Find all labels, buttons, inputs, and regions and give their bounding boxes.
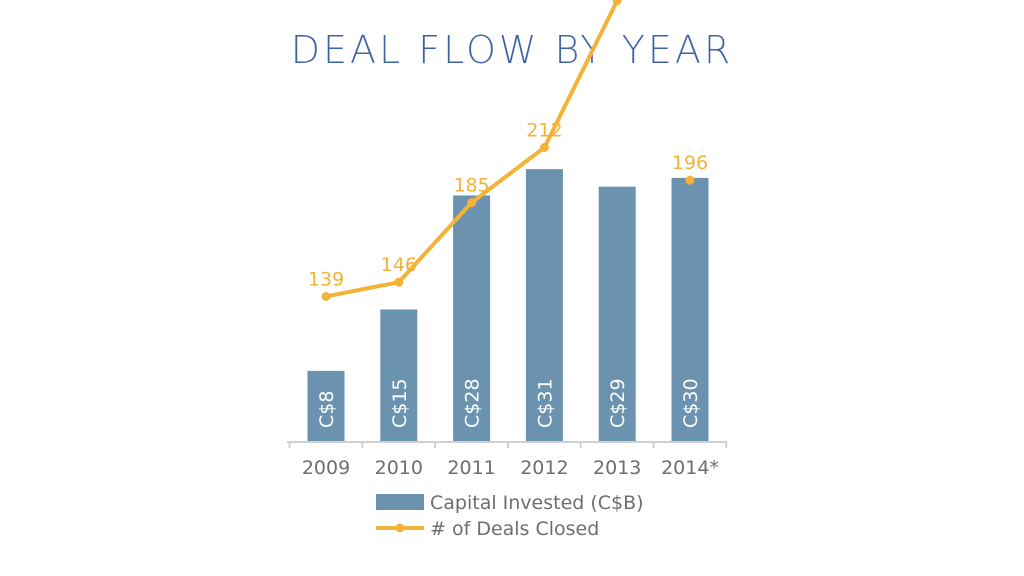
deals-point-2009 — [321, 291, 331, 301]
bar-value-label-2011: C$28 — [462, 378, 484, 428]
line-layer: 139146185212284196 — [308, 0, 708, 301]
legend-line-label: # of Deals Closed — [430, 518, 599, 540]
x-tick-label-2012: 2012 — [520, 457, 568, 479]
deals-point-2010 — [394, 277, 404, 287]
bar-2013 — [598, 186, 636, 441]
legend-line-marker — [395, 523, 405, 533]
deals-label-2012: 212 — [526, 120, 562, 142]
bar-value-label-2014*: C$30 — [680, 378, 702, 428]
bar-value-label-2012: C$31 — [534, 378, 556, 428]
bar-value-label-2013: C$29 — [607, 378, 629, 428]
bar-value-label-2010: C$15 — [389, 378, 411, 428]
deals-point-2013 — [612, 0, 622, 6]
x-tick-label-2009: 2009 — [302, 457, 350, 479]
x-tick-label-2011: 2011 — [447, 457, 495, 479]
bars-layer: C$8 C$15 C$28 C$31 C$29 C$30 — [307, 169, 709, 441]
deals-point-2012 — [539, 143, 549, 153]
legend-bar-label: Capital Invested (C$B) — [430, 492, 644, 514]
x-tick-label-2014*: 2014* — [661, 457, 719, 479]
x-tick-label-2013: 2013 — [593, 457, 641, 479]
deals-point-2011 — [467, 198, 477, 208]
legend: Capital Invested (C$B) # of Deals Closed — [376, 492, 644, 540]
bar-2012 — [525, 169, 563, 441]
deals-label-2011: 185 — [453, 175, 489, 197]
x-tick-label-2010: 2010 — [375, 457, 423, 479]
bar-value-label-2009: C$8 — [316, 391, 338, 428]
deals-label-2010: 146 — [381, 254, 417, 276]
bar-2009 — [307, 370, 345, 441]
legend-bar-swatch — [376, 494, 424, 510]
x-axis: 2009 2010 2011 2012 2013 2014* — [287, 441, 728, 479]
deals-point-2014* — [685, 175, 695, 185]
bar-2014* — [671, 177, 709, 441]
bar-2011 — [453, 195, 491, 441]
deals-label-2009: 139 — [308, 268, 344, 290]
deals-label-2014*: 196 — [672, 152, 708, 174]
bar-2010 — [380, 309, 418, 441]
chart-title: DEAL FLOW BY YEAR — [290, 28, 734, 72]
